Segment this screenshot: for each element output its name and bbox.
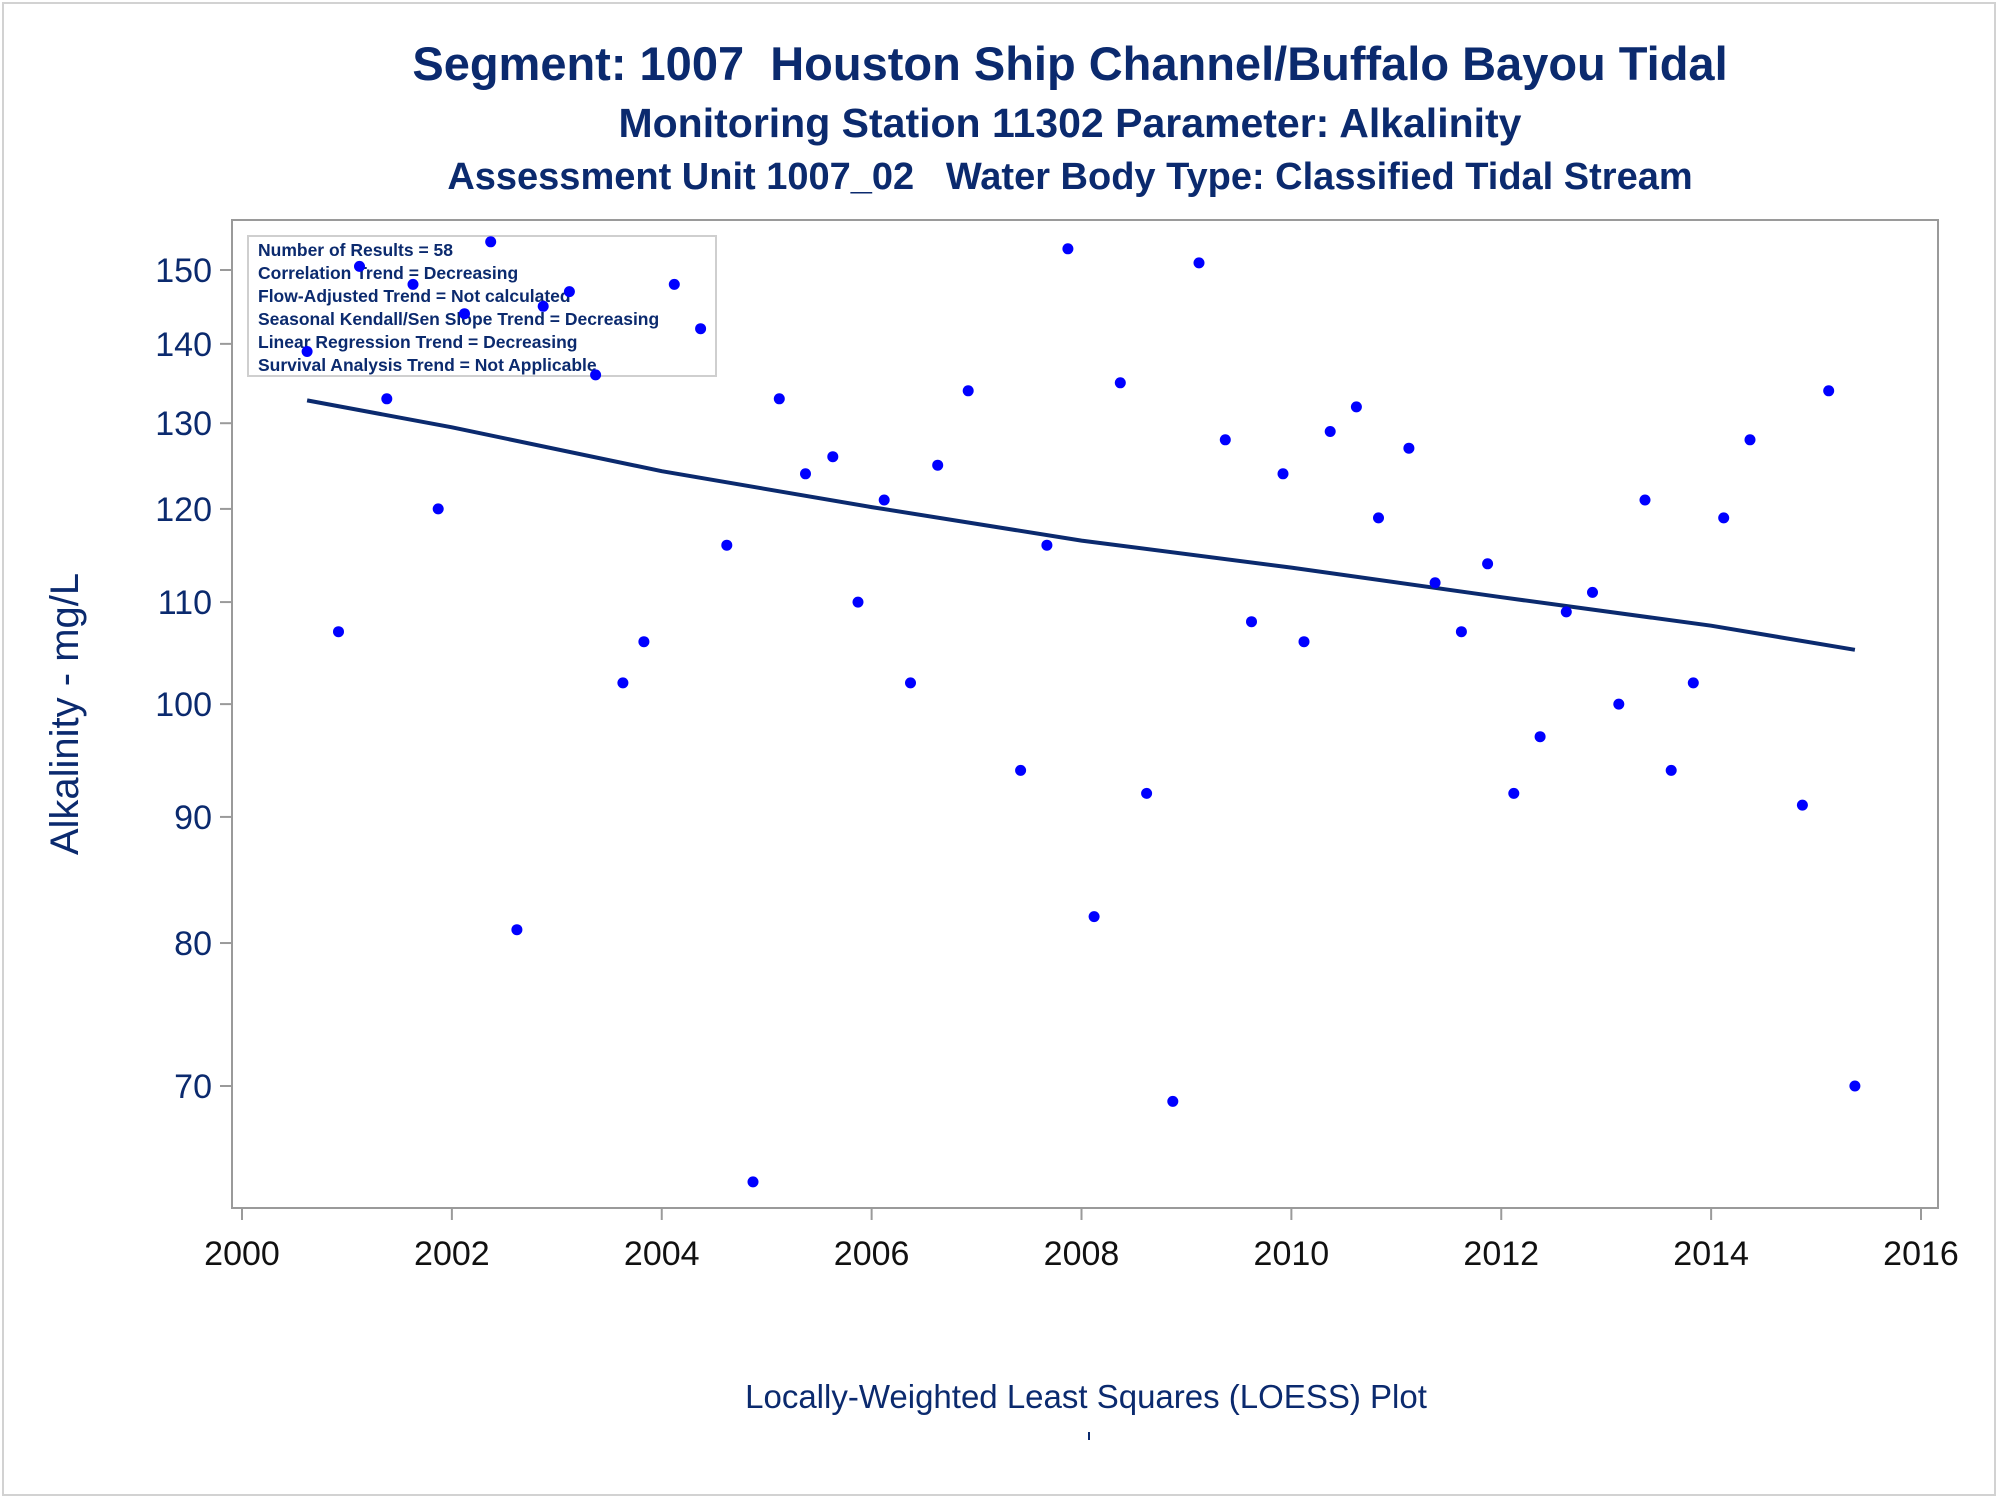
data-point — [1718, 512, 1730, 524]
data-point — [773, 393, 785, 405]
data-point — [747, 1176, 759, 1188]
stats-line: Survival Analysis Trend = Not Applicable — [258, 355, 597, 375]
x-tick-label: 2012 — [1463, 1235, 1539, 1273]
y-tick-label: 140 — [155, 326, 212, 364]
data-point — [1350, 401, 1362, 413]
x-tick-label: 2004 — [624, 1235, 700, 1273]
x-tick-label: 2008 — [1044, 1235, 1120, 1273]
data-point — [1015, 764, 1027, 776]
x-tick-label: 2014 — [1673, 1235, 1749, 1273]
data-point — [617, 677, 629, 689]
stats-line: Seasonal Kendall/Sen Slope Trend = Decre… — [258, 309, 659, 329]
data-point — [381, 393, 393, 405]
stats-line: Flow-Adjusted Trend = Not calculated — [258, 286, 571, 306]
data-point — [485, 236, 497, 248]
data-point — [1665, 764, 1677, 776]
y-tick-label: 110 — [158, 584, 212, 622]
data-point — [563, 286, 575, 298]
data-point — [432, 503, 444, 515]
data-point — [1324, 426, 1336, 437]
data-point — [1062, 243, 1074, 255]
data-point — [962, 385, 974, 397]
y-tick-label: 70 — [174, 1068, 212, 1106]
data-point — [1277, 468, 1289, 480]
data-point — [668, 278, 680, 290]
data-point — [1587, 586, 1598, 598]
data-point — [1088, 911, 1100, 923]
data-point — [932, 459, 944, 471]
data-point — [1560, 606, 1572, 618]
y-tick-label: 130 — [155, 405, 212, 443]
data-point — [511, 924, 523, 936]
data-point — [1849, 1080, 1861, 1092]
footnote-mark — [1088, 1432, 1090, 1440]
data-point — [301, 346, 313, 357]
data-point — [1373, 512, 1384, 524]
data-point — [537, 300, 549, 312]
data-point — [638, 636, 650, 648]
x-tick-label: 2010 — [1254, 1235, 1330, 1273]
chart-title: Segment: 1007 Houston Ship Channel/Buffa… — [412, 37, 1728, 90]
data-point — [1744, 434, 1756, 446]
y-tick-label: 120 — [155, 491, 212, 529]
data-point — [1193, 257, 1205, 269]
data-point — [1403, 442, 1415, 454]
data-point — [1246, 616, 1257, 628]
chart-subtitle: Monitoring Station 11302 Parameter: Alka… — [618, 100, 1522, 146]
data-point — [1114, 377, 1126, 389]
data-point — [1141, 787, 1153, 799]
y-tick-label: 90 — [174, 799, 212, 837]
stats-line: Linear Regression Trend = Decreasing — [258, 332, 578, 352]
data-point — [1041, 539, 1053, 551]
x-tick-label: 2016 — [1883, 1235, 1959, 1273]
footnote-text: Locally-Weighted Least Squares (LOESS) P… — [745, 1378, 1427, 1415]
data-point — [1429, 577, 1441, 589]
data-point — [407, 278, 419, 290]
data-point — [1455, 626, 1467, 638]
data-point — [354, 260, 365, 272]
data-point — [852, 596, 864, 608]
data-point — [800, 468, 811, 480]
y-tick-label: 150 — [155, 252, 212, 290]
data-point — [1167, 1095, 1179, 1107]
data-point — [827, 451, 839, 463]
data-point — [721, 539, 733, 551]
data-point — [333, 626, 344, 638]
data-point — [1508, 787, 1520, 799]
stats-line: Correlation Trend = Decreasing — [258, 263, 518, 283]
data-point — [1639, 494, 1651, 506]
data-point — [1796, 799, 1808, 811]
trend-line — [306, 398, 1856, 652]
data-point — [1298, 636, 1310, 648]
plot-area — [231, 219, 1939, 1209]
y-tick-label: 80 — [174, 925, 212, 963]
data-point — [590, 369, 602, 381]
y-axis-label: Alkalinity - mg/L — [43, 573, 87, 855]
data-point — [1482, 558, 1494, 570]
footnote: Locally-Weighted Least Squares (LOESS) P… — [0, 1378, 2000, 1416]
x-tick-label: 2006 — [834, 1235, 910, 1273]
chart-subtitle-2: Assessment Unit 1007_02 Water Body Type:… — [447, 156, 1693, 198]
data-point — [1687, 677, 1699, 689]
data-point — [878, 494, 890, 506]
stats-box — [247, 235, 717, 377]
data-point — [459, 308, 470, 320]
data-point — [1823, 385, 1835, 397]
data-point — [1534, 731, 1546, 743]
data-point — [1219, 434, 1231, 446]
x-tick-label: 2000 — [204, 1235, 280, 1273]
y-tick-label: 100 — [155, 686, 212, 724]
stats-line: Number of Results = 58 — [258, 240, 453, 260]
data-point — [1613, 698, 1625, 710]
data-point — [905, 677, 916, 689]
x-tick-label: 2002 — [414, 1235, 490, 1273]
data-point — [695, 323, 707, 335]
